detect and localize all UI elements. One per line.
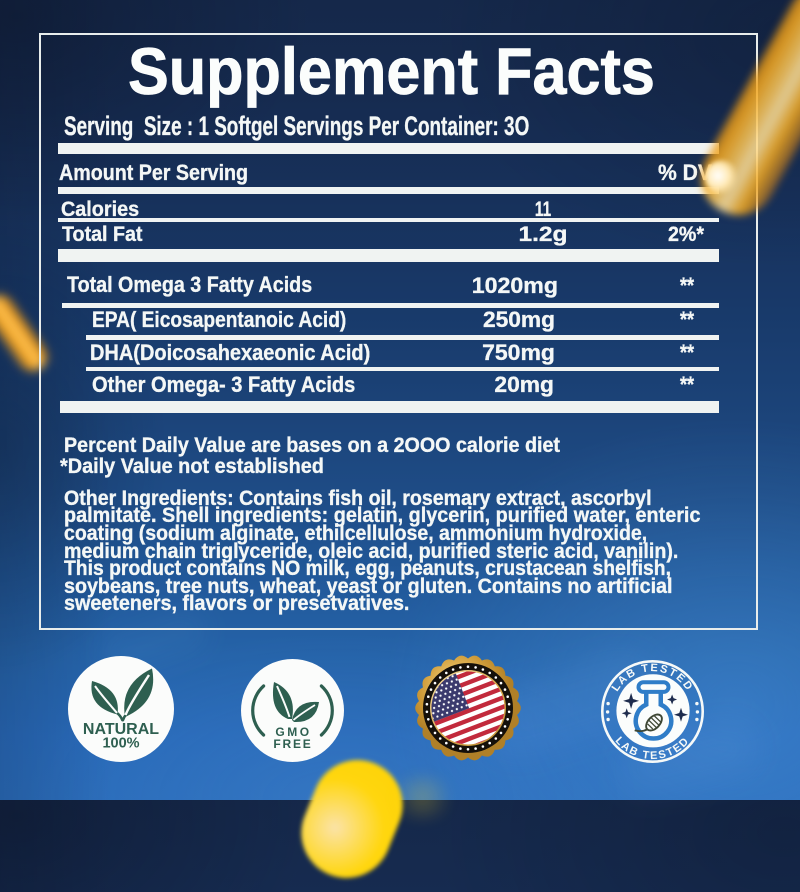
svg-text:NATURAL: NATURAL [82, 721, 158, 738]
svg-text:FREE: FREE [273, 737, 312, 751]
svg-text:100%: 100% [102, 736, 139, 752]
svg-text:GMO: GMO [275, 725, 311, 739]
